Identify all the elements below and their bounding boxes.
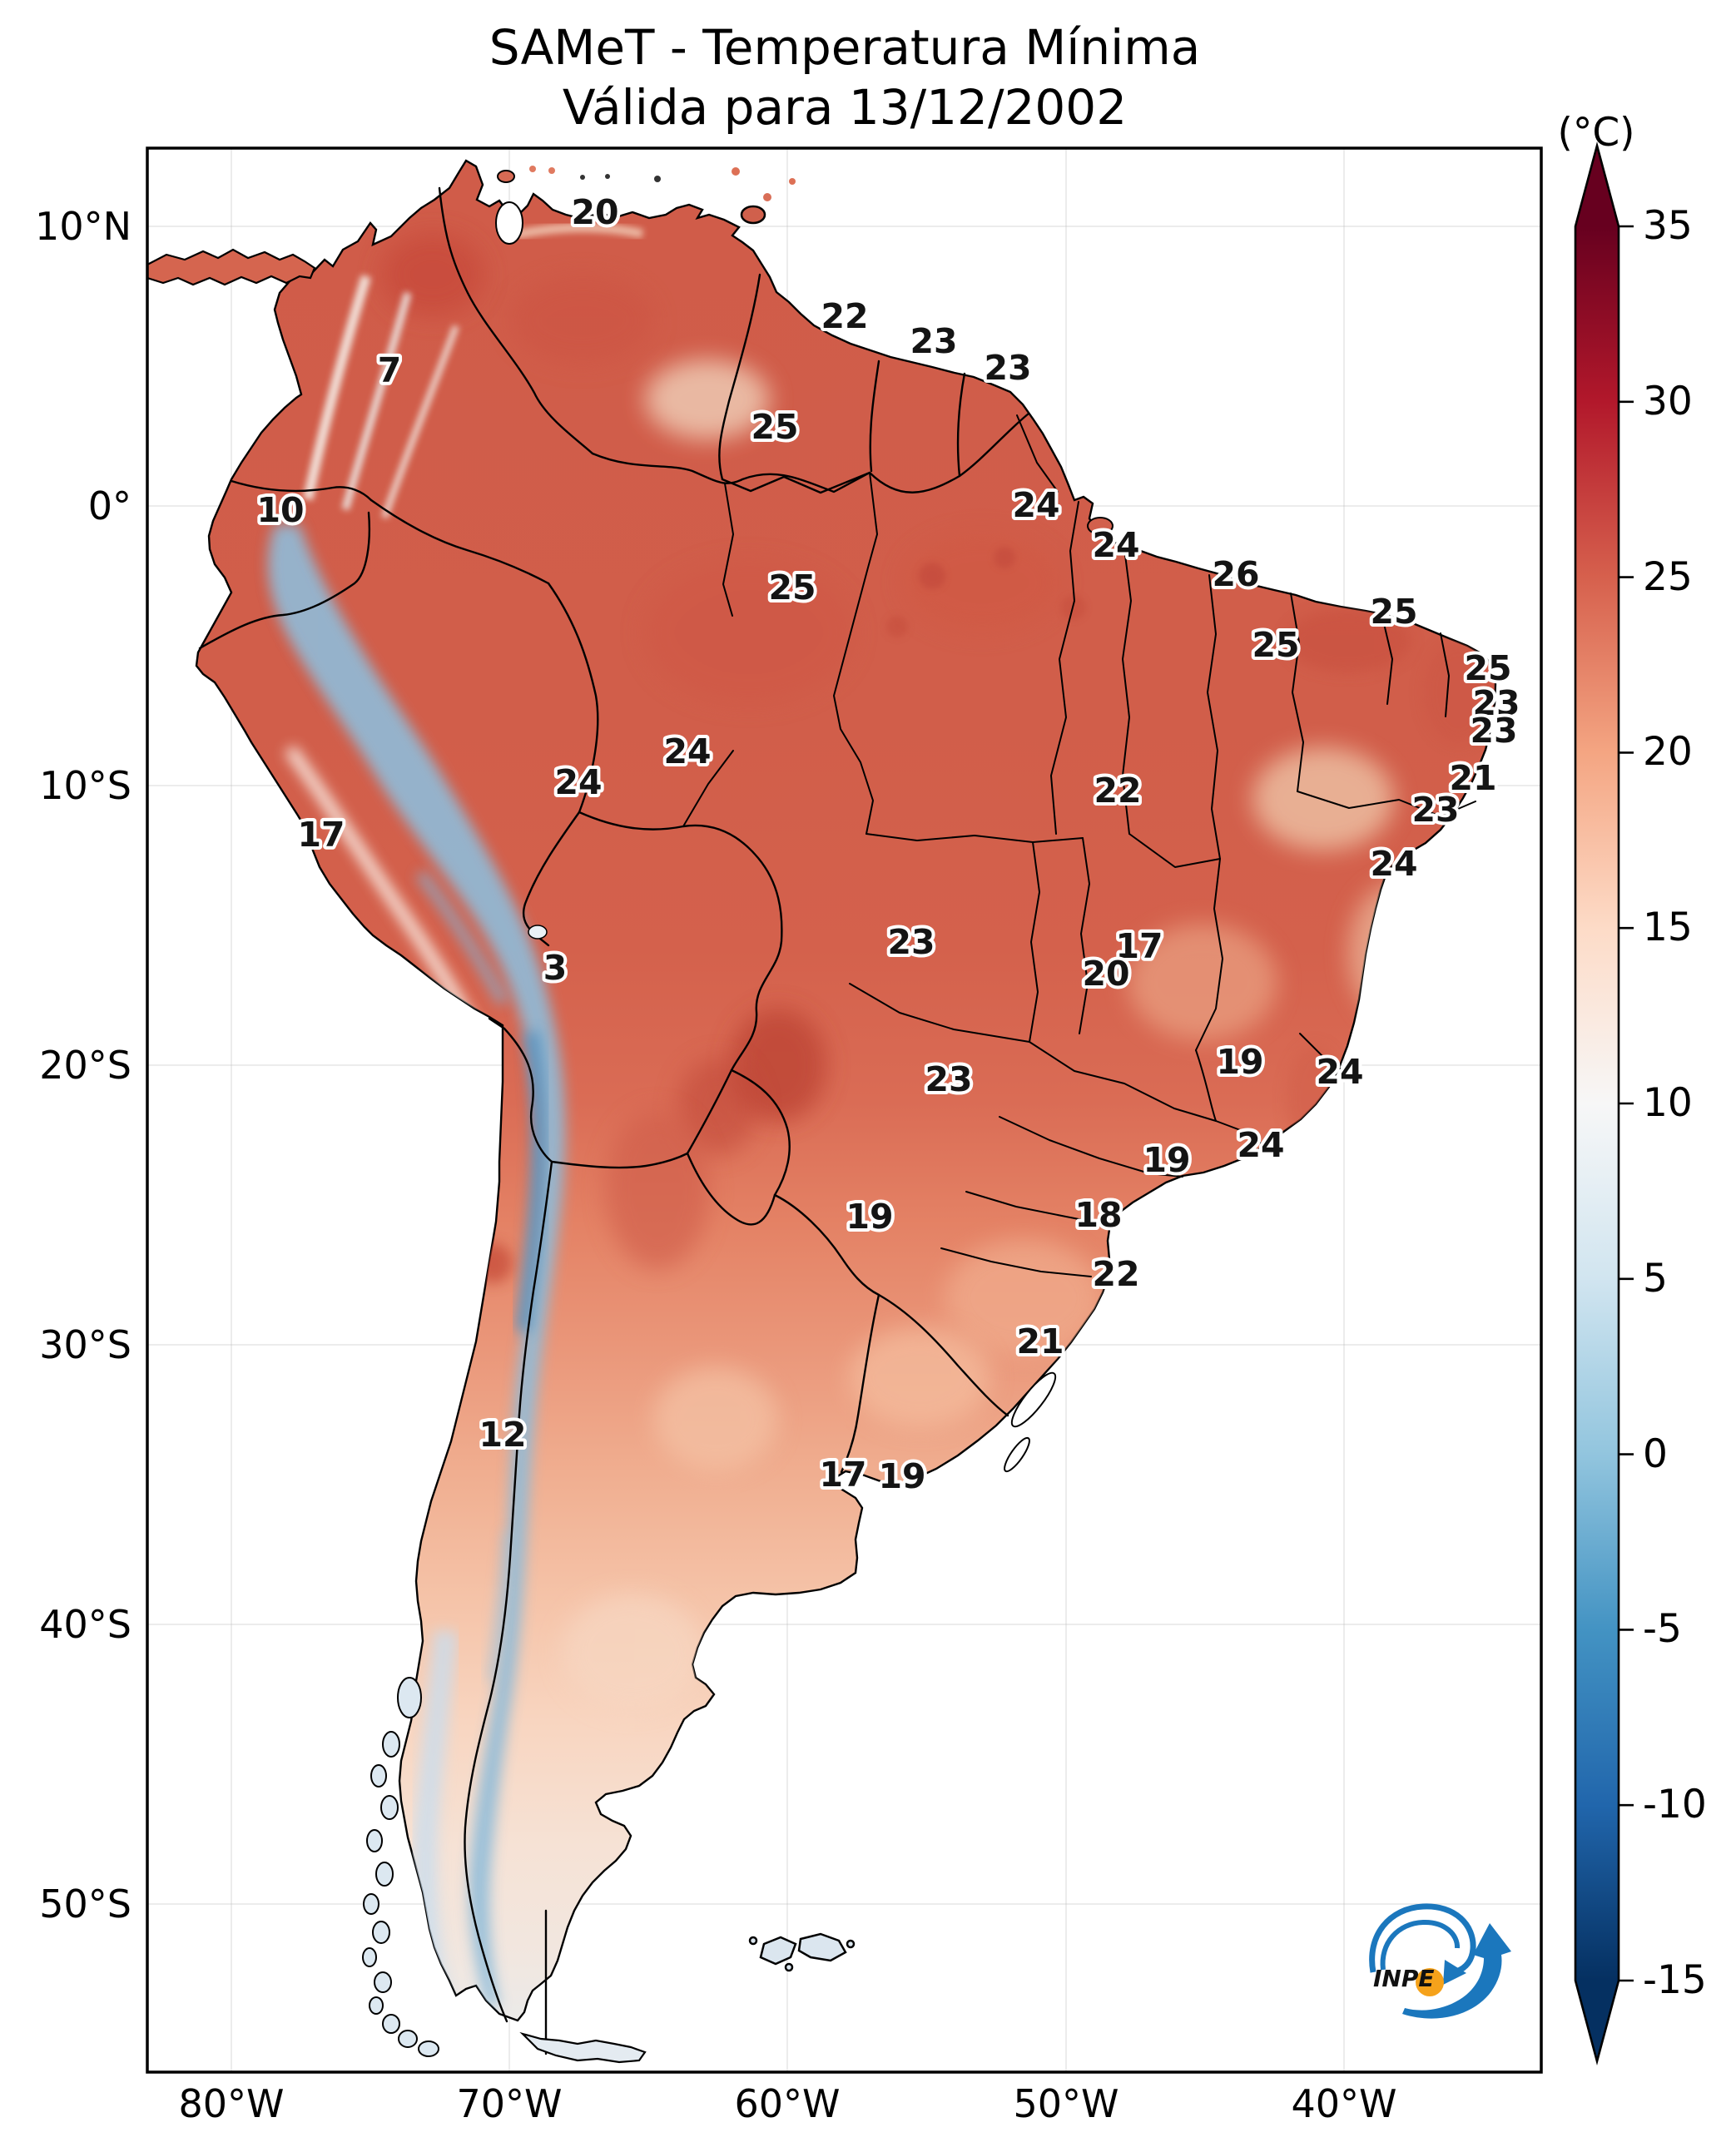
temperature-value-label: 7: [378, 350, 402, 390]
lake-maracaibo: [495, 201, 523, 245]
falkland-islands: [748, 1932, 856, 1972]
temperature-value-label: 24: [1237, 1125, 1284, 1165]
colorbar-tick-marks: [1619, 225, 1634, 1982]
logo-swirl-outer: [1369, 1903, 1476, 1975]
colorbar-tick-label: 0: [1643, 1431, 1668, 1477]
lon-tick-label: 50°W: [1013, 2081, 1119, 2126]
trinidad-island: [740, 205, 766, 225]
chilean-archipelago: [362, 1677, 439, 2057]
lat-tick-label: 30°S: [39, 1322, 131, 1367]
temperature-value-label: 19: [1216, 1042, 1263, 1082]
lat-tick-label: 20°S: [39, 1043, 131, 1088]
temperature-value-label: 20: [1082, 954, 1129, 994]
logo-arrow: [1402, 1923, 1511, 2019]
colorbar-tick-label: 5: [1643, 1255, 1668, 1302]
lat-tick-label: 50°S: [39, 1882, 131, 1926]
lat-tick-label: 10°N: [35, 204, 131, 249]
temperature-value-label: 20: [571, 192, 618, 232]
title-line-2: Válida para 13/12/2002: [562, 79, 1128, 136]
lon-tick-label: 80°W: [178, 2081, 285, 2126]
temperature-value-label: 21: [1016, 1321, 1064, 1361]
margarita-island: [497, 170, 515, 183]
temperature-value-label: 24: [554, 762, 602, 802]
state-borders: [682, 414, 1476, 1277]
temperature-value-label: 23: [1470, 711, 1517, 751]
map-frame: [146, 146, 1543, 2074]
lon-tick-label: 60°W: [734, 2081, 841, 2126]
lagoa-mirim: [1004, 1436, 1030, 1473]
temperature-value-label: 23: [887, 922, 935, 962]
colorbar-tick-label: 35: [1643, 203, 1693, 249]
lat-tick-label: 0°: [87, 483, 131, 528]
temperature-value-label: 24: [663, 731, 711, 771]
colorbar-tick-label: 25: [1643, 553, 1693, 600]
lat-tick-label: 10°S: [39, 763, 131, 808]
colorbar-tick-label: -15: [1643, 1957, 1707, 2003]
colorbar-tick-label: 20: [1643, 729, 1693, 776]
temperature-value-label: 17: [297, 815, 345, 855]
temperature-value-label: 26: [1212, 554, 1259, 594]
temperature-value-label: 18: [1074, 1195, 1122, 1235]
temperature-value-label: 23: [1472, 683, 1520, 723]
tierra-del-fuego: [519, 2031, 647, 2064]
logo-text: INPE: [1373, 1965, 1435, 1992]
temperature-value-label: 17: [1115, 926, 1163, 966]
temperature-value-label: 25: [751, 407, 798, 447]
temperature-value-label: 22: [821, 296, 868, 336]
temperature-value-label: 12: [479, 1415, 526, 1455]
temperature-value-label: 22: [1094, 771, 1141, 811]
temperature-value-label: 24: [1012, 485, 1059, 525]
temperature-value-label: 25: [1464, 648, 1511, 688]
colorbar-tick-label: 30: [1643, 378, 1693, 424]
logo-swirl-inner: [1380, 1919, 1460, 1971]
temperature-value-label: 24: [1092, 525, 1139, 565]
temperature-value-label: 23: [1411, 790, 1459, 830]
lake-titicaca: [528, 925, 548, 940]
lon-tick-label: 70°W: [456, 2081, 563, 2126]
lagoa-dos-patos: [1010, 1371, 1057, 1428]
temperature-value-label: 3: [543, 948, 568, 988]
logo-swirl-arrowhead: [1443, 1960, 1466, 1985]
country-borders: [198, 186, 1030, 2055]
colorbar-tick-label: 10: [1643, 1080, 1693, 1126]
lakes: [495, 201, 1057, 1473]
temperature-value-label: 19: [846, 1197, 893, 1237]
temperature-value-label: 21: [1449, 758, 1496, 798]
panama-isthmus: [147, 248, 316, 286]
inpe-logo: INPE: [1369, 1903, 1511, 2019]
temperature-value-label: 17: [819, 1455, 866, 1495]
temperature-value-label: 24: [1370, 844, 1417, 884]
temperature-value-label: 23: [925, 1059, 972, 1099]
temperature-value-label: 25: [1370, 592, 1417, 632]
title-line-1: SAMeT - Temperatura Mínima: [489, 19, 1201, 76]
colorbar-unit-label: (°C): [1557, 110, 1635, 156]
temperature-value-label: 19: [1143, 1140, 1190, 1180]
temperature-value-label: 23: [910, 321, 957, 361]
marajo-island: [1087, 517, 1114, 535]
temperature-value-label: 23: [984, 348, 1031, 388]
islands: [362, 166, 1114, 2064]
colorbar-bar: [1574, 141, 1620, 2066]
temperature-value-label: 25: [768, 568, 816, 607]
temperature-value-label: 25: [1252, 625, 1299, 665]
lon-tick-label: 40°W: [1291, 2081, 1397, 2126]
logo-orange-dot: [1416, 1968, 1444, 1996]
colorbar-tick-label: -10: [1643, 1782, 1707, 1828]
temperature-value-label: 24: [1316, 1052, 1363, 1092]
lat-tick-label: 40°S: [39, 1602, 131, 1647]
temperature-value-label: 22: [1092, 1254, 1139, 1294]
andes-mountains: [267, 524, 566, 2006]
colorbar: [1574, 141, 1634, 2066]
colorbar-tick-label: 15: [1643, 905, 1693, 951]
temperature-value-label: 19: [878, 1456, 925, 1496]
colorbar-tick-label: -5: [1643, 1606, 1682, 1653]
temperature-value-label: 10: [256, 490, 304, 530]
